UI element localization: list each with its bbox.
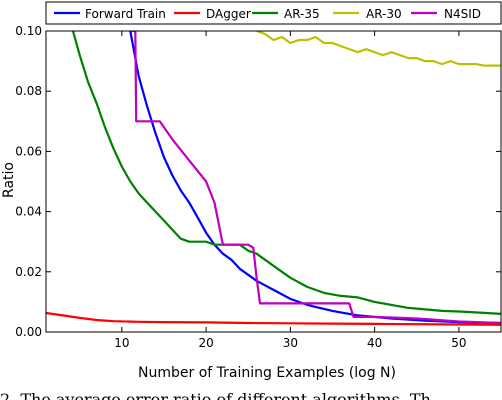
y-tick-label: 0.08 (15, 84, 42, 98)
y-tick-label: 0.00 (15, 325, 42, 339)
legend-label: N4SID (444, 7, 481, 21)
series-line-dagger (46, 311, 501, 326)
x-tick-label: 20 (198, 336, 213, 350)
chart-background (0, 0, 502, 386)
x-tick-label: 10 (114, 336, 129, 350)
x-tick-label: 30 (283, 336, 298, 350)
y-tick-label: 0.02 (15, 265, 42, 279)
x-tick-label: 50 (451, 336, 466, 350)
series-lines (46, 31, 501, 326)
plot-layer (46, 31, 501, 326)
legend-label: AR-30 (366, 7, 402, 21)
legend-label: AR-35 (284, 7, 320, 21)
figure-caption: 2. The average error ratio of different … (0, 390, 431, 400)
series-line-ar-30 (256, 31, 501, 67)
y-tick-label: 0.06 (15, 144, 42, 158)
y-tick-label: 0.04 (15, 205, 42, 219)
legend-label: Forward Train (85, 7, 166, 21)
plot-frame (45, 30, 502, 333)
axes-layer: 10 20 30 40 50 0.00 0.02 0.04 0.06 0.08 0.10 (15, 24, 502, 350)
y-axis-label: Ratio (1, 162, 17, 198)
y-tick-label: 0.10 (15, 24, 42, 38)
line-chart: 10 20 30 40 50 0.00 0.02 0.04 0.06 0.08 0.10 Ratio… (0, 0, 502, 386)
series-line-n4sid (131, 31, 501, 325)
legend-label: DAgger (206, 7, 251, 21)
legend: Forward Train DAgger AR-35 AR-30 N4SID (45, 1, 502, 25)
x-tick-label: 40 (367, 336, 382, 350)
x-axis-label: Number of Training Examples (log N) (138, 365, 396, 381)
